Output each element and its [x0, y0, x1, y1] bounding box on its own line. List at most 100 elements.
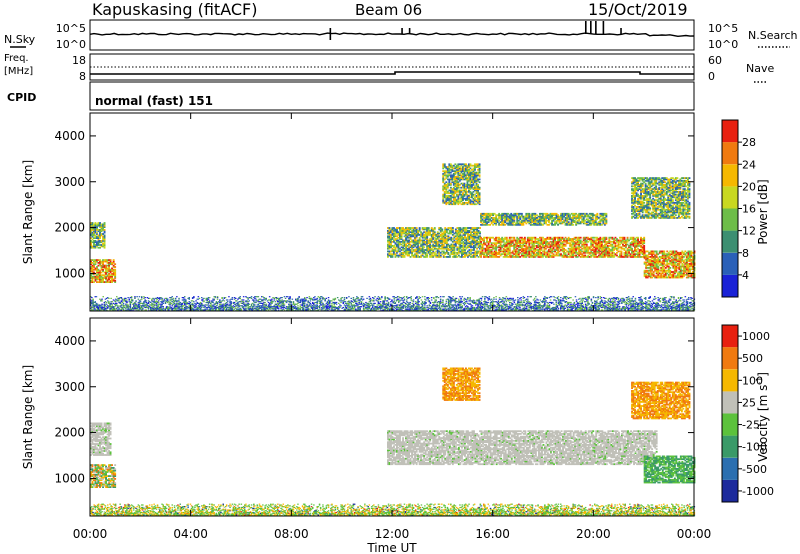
echo-cell — [412, 243, 415, 246]
echo-cell — [684, 267, 687, 269]
echo-cell — [632, 203, 635, 206]
echo-cell — [628, 251, 630, 254]
echo-cell — [681, 251, 684, 254]
echo-cell — [517, 242, 520, 245]
echo-cell — [579, 239, 582, 242]
echo-cell — [455, 181, 458, 184]
echo-cell — [514, 214, 517, 217]
echo-cell — [682, 256, 685, 258]
echo-cell — [492, 245, 495, 247]
echo-cell — [573, 247, 576, 250]
echo-cell — [572, 256, 575, 258]
echo-cell — [420, 256, 423, 258]
echo-cell — [459, 234, 462, 236]
echo-cell — [608, 250, 611, 253]
echo-cell — [573, 240, 576, 243]
echo-cell — [679, 251, 682, 254]
echo-cell — [387, 246, 389, 249]
echo-cell — [508, 223, 511, 226]
echo-cell — [516, 247, 519, 250]
echo-cell — [438, 245, 441, 247]
echo-cell — [675, 254, 678, 257]
echo-cell — [468, 179, 470, 182]
echo-cell — [659, 208, 662, 211]
echo-cell — [96, 275, 98, 278]
echo-cell — [673, 189, 676, 192]
echo-cell — [662, 179, 665, 182]
echo-cell — [487, 215, 490, 218]
echo-cell — [508, 219, 511, 222]
echo-cell — [637, 208, 639, 211]
echo-cell — [647, 204, 650, 207]
echo-cell — [93, 244, 95, 246]
echo-cell — [490, 214, 493, 217]
echo-cell — [94, 275, 97, 278]
echo-cell — [473, 238, 475, 240]
echo-cell — [112, 270, 115, 272]
echo-cell — [474, 168, 476, 171]
echo-cell — [429, 247, 432, 250]
echo-cell — [111, 275, 113, 278]
echo-cell — [674, 193, 677, 196]
echo-cell — [638, 184, 641, 186]
noise-sky-trace — [89, 32, 695, 38]
echo-cell — [486, 214, 488, 217]
echo-cell — [433, 239, 436, 242]
echo-cell — [102, 264, 104, 267]
echo-cell — [463, 197, 466, 200]
echo-cell — [111, 267, 113, 270]
echo-cell — [634, 240, 636, 243]
echo-cell — [637, 243, 639, 246]
echo-cell — [421, 249, 424, 251]
echo-cell — [677, 212, 680, 215]
echo-cell — [502, 219, 505, 222]
echo-cell — [464, 254, 466, 257]
echo-cell — [588, 238, 591, 240]
echo-cell — [651, 269, 654, 272]
echo-cell — [480, 246, 482, 249]
echo-cell — [572, 249, 575, 251]
echo-cell — [616, 238, 618, 240]
echo-cell — [670, 273, 673, 276]
echo-cell — [106, 270, 109, 272]
echo-cell — [94, 223, 97, 226]
echo-cell — [690, 250, 693, 253]
echo-cell — [418, 240, 421, 243]
echo-cell — [578, 222, 581, 225]
echo-cell — [519, 222, 522, 225]
echo-cell — [689, 262, 691, 265]
echo-cell — [461, 238, 463, 240]
echo-cell — [396, 228, 398, 231]
echo-cell — [611, 249, 614, 251]
echo-cell — [438, 246, 441, 249]
echo-cell — [543, 219, 546, 222]
echo-cell — [676, 273, 679, 276]
echo-cell — [438, 256, 441, 258]
echo-cell — [570, 221, 573, 223]
echo-cell — [471, 254, 474, 257]
echo-cell — [534, 250, 537, 253]
echo-cell — [643, 204, 646, 207]
echo-cell — [91, 279, 94, 282]
power-echo-data — [90, 163, 696, 312]
echo-cell — [602, 215, 605, 218]
echo-cell — [486, 222, 488, 225]
echo-cell — [511, 236, 514, 239]
echo-cell — [626, 254, 629, 257]
echo-cell — [676, 200, 679, 203]
echo-cell — [662, 204, 665, 207]
echo-cell — [449, 201, 452, 204]
echo-cell — [393, 234, 395, 236]
echo-cell — [534, 249, 537, 251]
echo-cell — [487, 246, 490, 249]
echo-cell — [666, 265, 669, 268]
echo-cell — [388, 236, 391, 239]
echo-cell — [454, 196, 457, 199]
echo-cell — [588, 222, 591, 225]
echo-cell — [670, 210, 673, 212]
echo-cell — [658, 261, 661, 264]
echo-cell — [579, 212, 582, 215]
echo-cell — [578, 214, 581, 217]
echo-cell — [667, 215, 670, 218]
echo-cell — [436, 243, 439, 246]
